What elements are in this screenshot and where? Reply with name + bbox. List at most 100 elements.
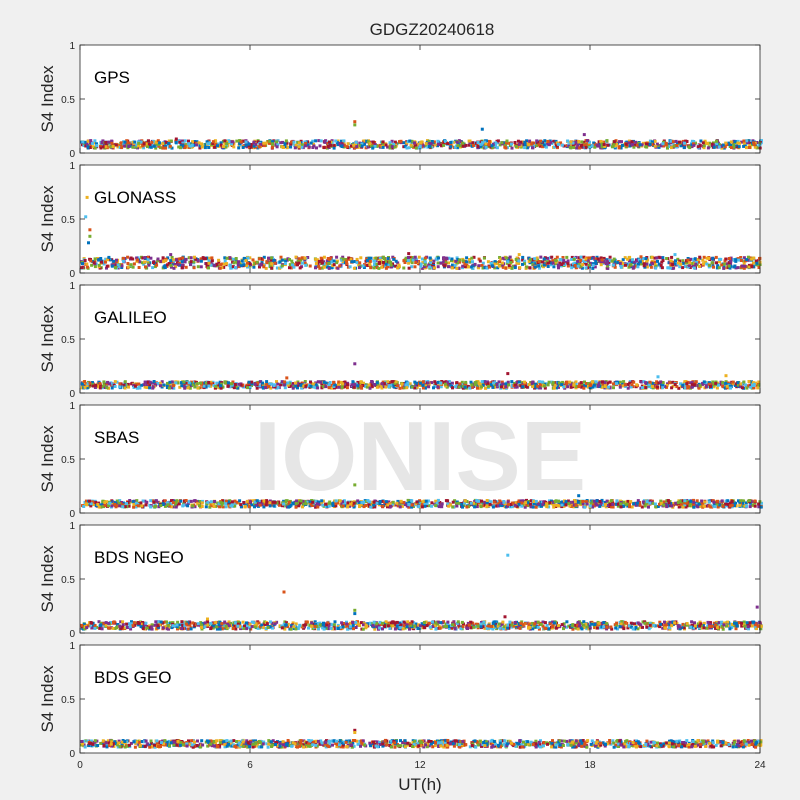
data-point — [538, 386, 542, 390]
data-point — [206, 142, 210, 146]
data-point — [451, 263, 454, 267]
data-point — [741, 501, 745, 505]
data-point — [647, 505, 650, 509]
data-point — [250, 382, 254, 386]
data-point — [665, 143, 669, 147]
data-point — [126, 255, 130, 259]
data-point — [284, 262, 287, 265]
data-point — [245, 264, 248, 268]
data-point — [247, 383, 251, 387]
data-point — [239, 383, 243, 387]
data-point — [600, 142, 604, 146]
data-point — [226, 500, 230, 504]
data-point — [143, 260, 146, 264]
data-point — [219, 384, 223, 388]
data-point — [636, 501, 639, 505]
data-point — [89, 504, 93, 508]
data-point — [258, 265, 261, 269]
data-point — [671, 384, 675, 388]
data-point — [598, 259, 601, 263]
data-point — [335, 255, 339, 259]
data-point — [125, 505, 129, 509]
data-point — [596, 143, 600, 147]
data-point — [439, 385, 443, 389]
data-point — [363, 142, 366, 146]
data-point — [615, 502, 619, 506]
data-point — [735, 382, 738, 386]
data-point — [122, 383, 126, 387]
data-point — [636, 503, 640, 507]
data-point — [315, 258, 319, 262]
data-point — [717, 503, 721, 507]
data-point — [267, 256, 271, 260]
data-point — [583, 384, 587, 388]
data-point — [717, 266, 721, 270]
data-point — [724, 374, 728, 378]
data-point — [486, 380, 489, 384]
data-point — [93, 141, 97, 145]
data-point — [382, 143, 385, 147]
data-point — [309, 384, 313, 388]
data-point — [200, 145, 204, 149]
data-point — [413, 144, 417, 148]
data-point — [461, 384, 465, 388]
data-point — [111, 145, 115, 148]
data-point — [369, 266, 373, 270]
data-point — [328, 257, 332, 260]
data-point — [127, 141, 131, 145]
data-point — [353, 260, 357, 263]
data-point — [420, 257, 424, 261]
data-point — [104, 140, 108, 144]
data-point — [294, 384, 298, 388]
data-point — [580, 266, 584, 270]
data-point — [152, 139, 155, 143]
data-point — [95, 142, 98, 146]
figure-title: GDGZ20240618 — [370, 20, 495, 39]
data-point — [683, 380, 687, 384]
data-point — [603, 381, 607, 385]
data-point — [561, 261, 565, 265]
data-point — [594, 380, 598, 384]
data-point — [162, 144, 166, 148]
data-point — [217, 144, 221, 148]
data-point — [507, 264, 511, 268]
data-point — [367, 383, 371, 387]
data-point — [291, 386, 295, 390]
data-point — [671, 263, 675, 266]
data-point — [651, 501, 655, 505]
data-point — [226, 384, 230, 388]
data-point — [585, 382, 589, 385]
data-point — [122, 503, 126, 507]
data-point — [275, 145, 279, 149]
data-point — [608, 259, 612, 262]
data-point — [200, 142, 203, 146]
data-point — [409, 501, 413, 505]
data-point — [175, 258, 178, 262]
data-point — [296, 140, 300, 144]
data-point — [181, 141, 185, 145]
data-point — [203, 257, 207, 261]
data-point — [717, 145, 721, 149]
data-point — [314, 499, 318, 503]
data-point — [635, 383, 639, 387]
data-point — [259, 257, 263, 261]
data-point — [207, 266, 210, 270]
data-point — [210, 256, 214, 260]
data-point — [228, 140, 232, 144]
data-point — [575, 262, 579, 266]
data-point — [691, 264, 695, 268]
data-point — [219, 386, 223, 390]
data-point — [581, 502, 585, 506]
data-point — [264, 386, 267, 390]
data-point — [533, 257, 537, 261]
data-point — [222, 265, 226, 269]
data-point — [712, 145, 716, 149]
data-point — [262, 499, 266, 503]
data-point — [472, 255, 476, 259]
data-point — [173, 262, 177, 266]
data-point — [724, 266, 728, 270]
data-point — [640, 143, 644, 147]
data-point — [168, 380, 172, 384]
data-point — [384, 259, 388, 263]
